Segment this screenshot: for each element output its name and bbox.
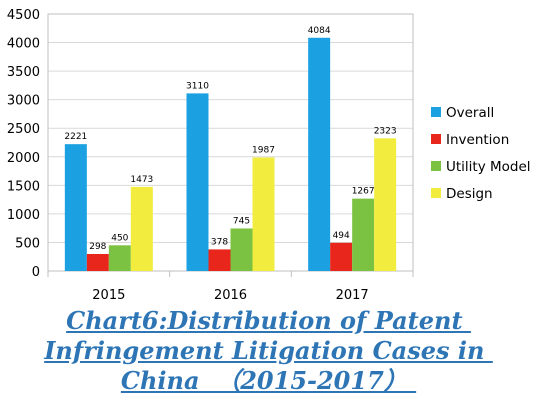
x-axis: 2015 2016 2017 [47, 271, 414, 303]
y-tick-label-2000: 2000 [7, 151, 40, 166]
bar-design-2016 [252, 157, 275, 271]
legend-swatch-overall [431, 107, 441, 117]
bar-utility-model-2017 [352, 198, 375, 271]
bar-invention-2017 [330, 242, 353, 271]
bar-utility-model-2015 [108, 245, 131, 271]
legend-label-invention: Invention [446, 132, 509, 148]
bar-chart: 0 500 1000 1500 2000 2500 3000 3500 4000 4500 222… [7, 8, 531, 303]
legend-swatch-invention [431, 134, 441, 144]
data-label-design-2016: 1987 [252, 146, 275, 156]
legend-label-utility-model: Utility Model [446, 159, 531, 175]
y-tick-label-1500: 1500 [7, 179, 40, 194]
bar-invention-2015 [86, 253, 109, 271]
x-tick-label-2016: 2016 [214, 288, 247, 303]
legend-swatch-utility-model [431, 161, 441, 171]
y-tick-label-3000: 3000 [7, 94, 40, 109]
y-tick-label-2500: 2500 [7, 122, 40, 137]
y-axis: 0 500 1000 1500 2000 2500 3000 3500 4000 4500 [7, 8, 40, 280]
legend-label-design: Design [446, 186, 493, 202]
bars: 2221 298 450 1473 3110 378 745 1987 4084 494 1267 2… [64, 26, 397, 271]
data-label-utility-model-2015: 450 [111, 233, 128, 243]
data-label-utility-model-2016: 745 [233, 216, 250, 226]
y-tick-label-4500: 4500 [7, 8, 40, 23]
bar-overall-2016 [186, 93, 209, 271]
data-label-overall-2017: 4084 [308, 26, 331, 36]
y-tick-label-0: 0 [32, 265, 40, 280]
data-label-utility-model-2017: 1267 [352, 187, 375, 197]
data-label-overall-2016: 3110 [186, 81, 209, 91]
data-label-design-2015: 1473 [130, 175, 153, 185]
legend-swatch-design [431, 188, 441, 198]
legend: Overall Invention Utility Model Design [431, 105, 531, 202]
y-tick-label-500: 500 [15, 236, 40, 251]
legend-label-overall: Overall [446, 105, 494, 121]
data-label-invention-2017: 494 [333, 231, 350, 241]
x-tick-label-2017: 2017 [336, 288, 369, 303]
caption-line-1: Chart6:Distribution of Patent [66, 306, 471, 335]
caption-line-3: China （2015-2017） [120, 366, 417, 395]
y-tick-label-3500: 3500 [7, 65, 40, 80]
bar-utility-model-2016 [230, 228, 253, 271]
chart-caption: Chart6:Distribution of Patent Infringeme… [0, 306, 537, 396]
data-label-invention-2015: 298 [89, 242, 106, 252]
data-label-overall-2015: 2221 [64, 132, 87, 142]
bar-design-2017 [374, 138, 397, 271]
bar-invention-2016 [208, 249, 231, 271]
x-tick-label-2015: 2015 [92, 288, 125, 303]
data-label-invention-2016: 378 [211, 237, 228, 247]
bar-design-2015 [130, 186, 153, 271]
y-tick-label-4000: 4000 [7, 37, 40, 52]
caption-line-2: Infringement Litigation Cases in [44, 336, 493, 365]
bar-overall-2017 [308, 37, 331, 271]
bar-overall-2015 [64, 144, 87, 271]
data-label-design-2017: 2323 [374, 126, 397, 136]
y-tick-label-1000: 1000 [7, 208, 40, 223]
